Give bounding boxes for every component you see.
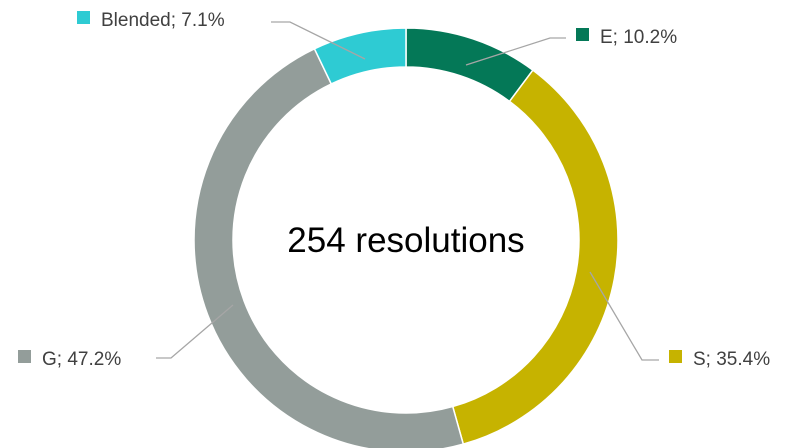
data-label-s: S; 35.4% [693,349,770,370]
slice-e [406,28,533,101]
center-label: 254 resolutions [287,221,524,260]
label-swatch-g [18,350,31,363]
label-swatch-blended [77,11,90,24]
data-label-e: E; 10.2% [600,27,677,48]
label-swatch-e [576,28,589,41]
data-label-blended: Blended; 7.1% [101,10,225,31]
label-swatch-s [669,350,682,363]
data-label-g: G; 47.2% [42,349,121,370]
